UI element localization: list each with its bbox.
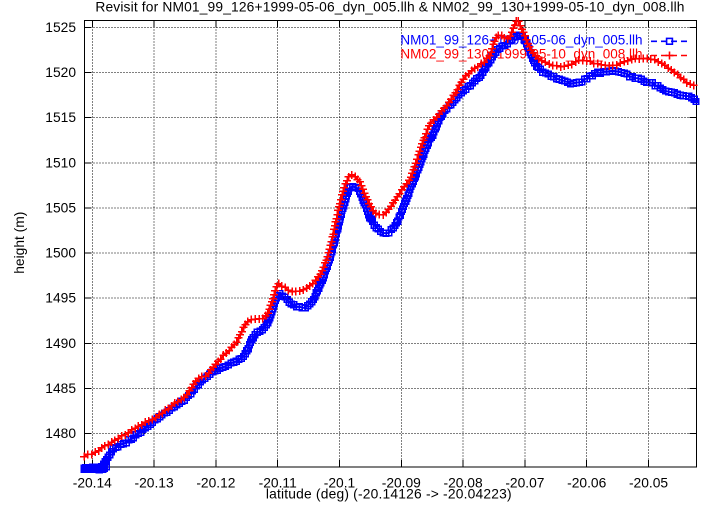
svg-text:1520: 1520 [45, 65, 76, 80]
svg-text:1480: 1480 [45, 426, 76, 441]
svg-text:-20.05: -20.05 [629, 476, 668, 491]
svg-text:1490: 1490 [45, 336, 76, 351]
svg-text:-20.14: -20.14 [73, 476, 112, 491]
svg-text:1500: 1500 [45, 246, 76, 261]
svg-text:-20.08: -20.08 [444, 476, 483, 491]
svg-text:latitude (deg) (-20.14126 -> -: latitude (deg) (-20.14126 -> -20.04223) [266, 487, 512, 502]
svg-text:1515: 1515 [45, 110, 76, 125]
svg-text:height (m): height (m) [12, 212, 27, 274]
svg-text:1485: 1485 [45, 381, 76, 396]
svg-text:-20.07: -20.07 [505, 476, 544, 491]
svg-text:-20.09: -20.09 [382, 476, 421, 491]
svg-text:-20.1: -20.1 [324, 476, 355, 491]
svg-text:-20.11: -20.11 [259, 476, 297, 491]
svg-text:Revisit for NM01_99_126+1999-0: Revisit for NM01_99_126+1999-05-06_dyn_0… [95, 0, 684, 15]
svg-text:-20.12: -20.12 [196, 476, 235, 491]
svg-text:1525: 1525 [45, 20, 76, 35]
svg-text:-20.06: -20.06 [567, 476, 606, 491]
svg-text:1495: 1495 [45, 291, 76, 306]
svg-text:NM02_99_130+1999-05-10_dyn_008: NM02_99_130+1999-05-10_dyn_008.llh [400, 47, 642, 62]
svg-text:1505: 1505 [45, 200, 76, 215]
svg-text:1510: 1510 [45, 155, 76, 170]
svg-text:-20.13: -20.13 [135, 476, 174, 491]
